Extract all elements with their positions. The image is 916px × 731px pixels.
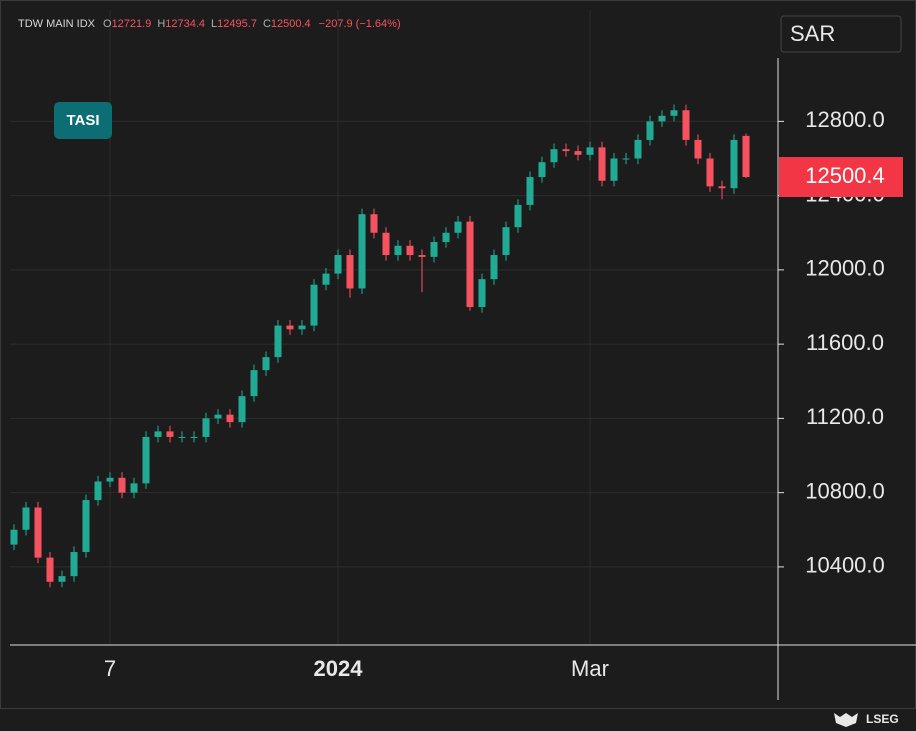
badge[interactable]: TASI: [66, 112, 99, 129]
open-label: O: [103, 18, 112, 30]
currency-box[interactable]: [780, 15, 902, 53]
candle-body: [298, 325, 306, 330]
candle-body: [238, 396, 246, 423]
candle-body: [370, 214, 378, 233]
close-label: C: [263, 18, 271, 30]
x-tick-label: 7: [104, 656, 116, 681]
last-price-box: [779, 156, 903, 197]
x-tick-label: Mar: [571, 656, 609, 681]
candle-body: [478, 279, 486, 308]
candle-body: [742, 135, 750, 177]
currency[interactable]: SAR: [790, 21, 835, 46]
candle-body: [166, 431, 174, 437]
close-value: 12500.4: [271, 18, 311, 30]
low-value: 12495.7: [217, 18, 257, 30]
candle-body: [130, 483, 138, 493]
y-tick-label: 12000.0: [805, 256, 885, 281]
candle-body: [310, 284, 318, 326]
candle-body: [394, 245, 402, 256]
candle-body: [22, 507, 30, 530]
candle-body: [562, 149, 570, 152]
candle-body: [550, 149, 558, 163]
candle-body: [670, 110, 678, 116]
candle-body: [382, 232, 390, 256]
candle-body: [70, 552, 78, 577]
candle-body: [646, 121, 654, 140]
y-tick-label: 10800.0: [805, 478, 885, 503]
candle-body: [622, 158, 630, 160]
candle-body: [454, 221, 462, 233]
candle-body: [202, 418, 210, 437]
candle-body: [10, 529, 18, 545]
candles: [10, 104, 750, 588]
candle-body: [718, 186, 726, 189]
candle-body: [322, 273, 330, 285]
candle-body: [706, 158, 714, 187]
candle-body: [334, 255, 342, 274]
candle-body: [490, 255, 498, 280]
candle-body: [598, 147, 606, 181]
y-tick-label: 12800.0: [805, 107, 885, 132]
candle-body: [358, 214, 366, 289]
candle-body: [610, 158, 618, 181]
candle-body: [442, 232, 450, 243]
candle-body: [46, 557, 54, 582]
candle-body: [658, 115, 666, 122]
symbol: TDW MAIN IDX: [18, 18, 96, 30]
candle-body: [190, 436, 198, 438]
candle-body: [250, 370, 258, 397]
candle-body: [262, 357, 270, 371]
candle-body: [82, 500, 90, 553]
candle-body: [286, 325, 294, 330]
candle-body: [274, 325, 282, 358]
y-tick-label: 11200.0: [806, 404, 884, 429]
logo-icon: [834, 713, 858, 727]
candle-body: [538, 162, 546, 178]
candle-body: [94, 481, 102, 501]
y-tick-label: 11600.0: [806, 330, 884, 355]
candle-body: [154, 431, 162, 437]
footer: [0, 709, 916, 731]
brand: LSEG: [866, 712, 899, 726]
change: −207.9 (−1.64%): [319, 18, 401, 30]
y-tick-label: 10400.0: [805, 553, 885, 578]
candle-body: [406, 245, 414, 256]
candle-body: [214, 414, 222, 419]
candle-body: [694, 139, 702, 159]
brand-logo: [834, 713, 858, 727]
candle-body: [466, 221, 474, 308]
candle-body: [514, 204, 522, 228]
candle-body: [586, 147, 594, 155]
candle-body: [574, 151, 582, 155]
open-value: 12721.9: [112, 18, 152, 30]
candle-body: [502, 227, 510, 256]
candle-body: [226, 414, 234, 423]
candle-body: [682, 110, 690, 140]
candle-body: [730, 139, 738, 189]
high-label: H: [157, 18, 165, 30]
candle-body: [526, 177, 534, 205]
candle-body: [142, 436, 150, 484]
candle-body: [118, 477, 126, 493]
candle-body: [178, 436, 186, 438]
ohlc-legend: TDW MAIN IDX O12721.9 H12734.4 L12495.7 C125…: [18, 18, 401, 30]
high-value: 12734.4: [165, 18, 205, 30]
candle-body: [346, 255, 354, 289]
candle-body: [418, 255, 426, 257]
low-label: L: [211, 18, 217, 30]
x-tick-label: 2024: [314, 656, 364, 681]
badge-box[interactable]: [54, 102, 112, 139]
candle-body: [106, 477, 114, 482]
candle-body: [430, 242, 438, 257]
candle-body: [34, 507, 42, 558]
candle-body: [58, 576, 66, 582]
candle-body: [634, 139, 642, 159]
last-price-label: 12500.4: [805, 163, 885, 188]
